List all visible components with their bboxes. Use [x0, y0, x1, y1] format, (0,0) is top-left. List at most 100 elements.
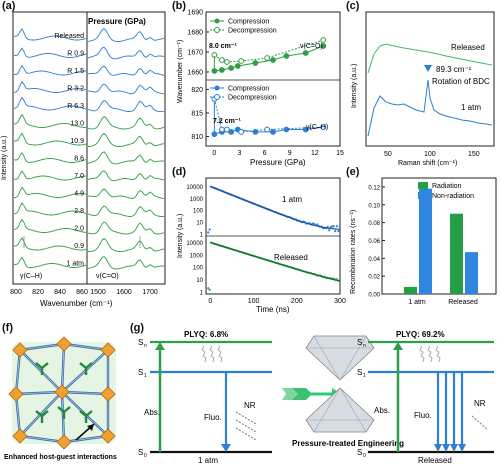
legend-marker-compression — [215, 19, 220, 24]
atm-decay-point — [333, 225, 335, 227]
legend-bottom: Compression Decompression — [210, 86, 277, 102]
a-left-xtick: 840 — [54, 289, 66, 296]
atm-decay-fit — [210, 186, 340, 229]
co-compression-point — [220, 68, 225, 73]
pressure-label: 4.9 — [74, 191, 84, 198]
rotation-label: Rotation of BDC — [432, 77, 490, 86]
pressure-label: 13.0 — [70, 121, 84, 128]
ch-decompression-point — [239, 130, 244, 135]
left-s1: S — [138, 368, 143, 377]
e-ytick: 0.02 — [368, 275, 380, 281]
panel-b-chart: Wavenumber (cm⁻¹) Pressure (GPa) 1660167… — [172, 8, 346, 168]
a-left-xtick: 860 — [76, 289, 88, 296]
legend-top-decompression: Decompression — [228, 28, 277, 35]
panel-e-ylabel: Recombination rates (ns⁻¹) — [350, 210, 357, 294]
atm-decay-point — [207, 231, 209, 233]
c-xtick: 50 — [384, 151, 392, 158]
panel-a-ylabel: Intensity (a.u.) — [1, 136, 8, 180]
a-left-xtick: 800 — [10, 289, 22, 296]
right-s0: S — [357, 448, 362, 457]
left-s0: S — [138, 448, 143, 457]
panel-c-xticks: 50 100 150 — [384, 151, 480, 158]
pressure-label: R 3.2 — [67, 86, 84, 93]
mode-ch: γ(C–H) — [306, 124, 328, 131]
panel-a-raman-spectra: Pressure (GPa) Intensity (a.u.) Wavenumb… — [0, 10, 168, 310]
bar-nonradiation-0 — [419, 189, 432, 294]
pressure-label: 1 atm — [66, 261, 84, 268]
panel-a-xlabel: Wavenumber (cm⁻¹) — [40, 299, 113, 308]
atm-decay-point — [336, 225, 338, 227]
right-abs: Abs. — [374, 406, 390, 415]
e-legend-swatch — [418, 182, 428, 189]
legend-marker-decompression — [215, 28, 220, 33]
e-legend-label: Non-radiation — [432, 193, 474, 200]
b-ytick-bottom: 815 — [191, 111, 203, 118]
engineering-label: Pressure-treated Engineering — [292, 439, 404, 448]
panel-d-ylabel: Intensity (a.u.) — [177, 214, 184, 258]
ch-compression-point — [212, 132, 217, 137]
released-label: Released — [451, 43, 485, 52]
co-compression-point — [271, 58, 276, 63]
legend-top-compression: Compression — [228, 19, 269, 26]
spectrum-right-trace — [88, 84, 164, 94]
legend-marker-decompression-b — [215, 95, 220, 100]
c-xtick: 100 — [424, 151, 436, 158]
d-ytick: 1000 — [190, 253, 204, 259]
panel-c-raman: Intensity (a.u.) Raman shift (cm⁻¹) 89.3… — [346, 8, 500, 168]
a-right-xtick: 1700 — [142, 289, 158, 296]
co-annotation: ν(C=O) — [96, 273, 119, 280]
legend-bottom-compression: Compression — [228, 86, 269, 93]
right-sn: S — [357, 338, 362, 347]
co-decompression-point — [225, 60, 230, 65]
pressure-label: 2.8 — [74, 208, 84, 215]
atm-decay-point — [328, 229, 330, 231]
right-plqy: PLYQ: 69.2% — [396, 330, 445, 339]
spectrum-right-trace — [88, 47, 164, 59]
d-ytick: 100 — [193, 209, 204, 215]
left-abs: Abs. — [144, 408, 160, 417]
d-ytick: 1 — [200, 233, 204, 239]
left-jablonski: PLYQ: 6.8% S n S 1 S 0 Abs. Fluo. NR 1 a… — [138, 330, 272, 465]
spectrum-right-trace — [88, 117, 164, 129]
right-s0-sub: 0 — [363, 453, 366, 459]
legend-marker-compression-b — [215, 86, 220, 91]
ch-decompression-point — [265, 127, 270, 132]
co-decompression-point — [265, 56, 270, 61]
panel-f-framework: Enhanced host-guest interactions — [2, 332, 126, 468]
pressure-label: 8.6 — [74, 156, 84, 163]
b-xtick: 12 — [311, 150, 319, 157]
e-ytick: 0.00 — [368, 293, 380, 299]
d-xtick: 0 — [208, 298, 212, 305]
a-left-xtick: 820 — [32, 289, 44, 296]
e-category-label: 1 atm — [408, 299, 426, 306]
d-xtick: 100 — [248, 298, 260, 305]
e-ytick: 0.06 — [368, 239, 380, 245]
spectrum-right-trace — [88, 134, 164, 147]
pressure-label: 0.9 — [74, 243, 84, 250]
shift-ch: 7.2 cm⁻¹ — [213, 118, 241, 125]
left-plqy: PLYQ: 6.8% — [184, 330, 228, 339]
panel-b-xlabel: Pressure (GPa) — [250, 158, 306, 167]
left-state: 1 atm — [198, 456, 218, 465]
b-ytick-bottom: 820 — [191, 87, 203, 94]
pressure-label: 10.9 — [70, 138, 84, 145]
peak-label: 89.3 cm⁻¹ — [436, 65, 472, 74]
spectrum-right-trace — [88, 152, 164, 164]
spectrum-right-trace — [88, 239, 164, 252]
left-sn: S — [138, 338, 143, 347]
mode-co: ν(C=O) — [300, 43, 323, 50]
diamond-anvil-icon — [306, 336, 374, 432]
d-ytick: 10000 — [186, 185, 203, 191]
e-legend-swatch — [418, 192, 428, 199]
ch-compression-point — [284, 127, 289, 132]
b-xtick: 3 — [238, 150, 242, 157]
panel-d-xlabel: Time (ns) — [256, 305, 290, 314]
pressure-label: 7.0 — [74, 173, 84, 180]
peak-marker — [424, 65, 432, 72]
e-ytick: 0.10 — [368, 203, 380, 209]
b-ytick-top: 1690 — [187, 10, 203, 17]
right-nr: NR — [474, 399, 486, 408]
co-decompression-point — [239, 59, 244, 64]
spectrum-right-trace — [88, 29, 164, 42]
ch-decompression-point — [220, 127, 225, 132]
